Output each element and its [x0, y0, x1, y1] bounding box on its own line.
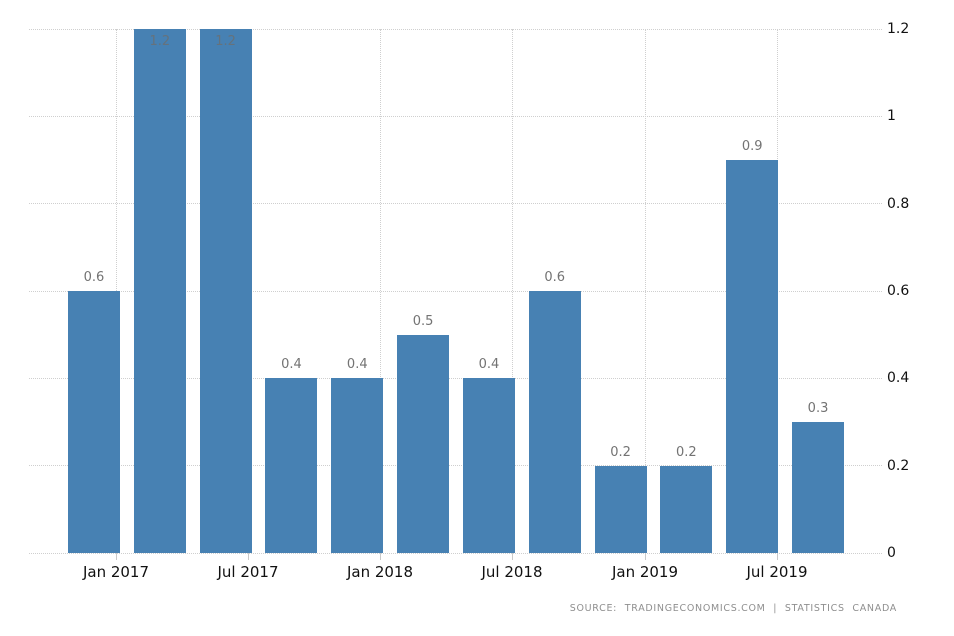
y-axis-label: 0.6: [887, 283, 910, 299]
bar-value-label: 0.9: [741, 139, 763, 154]
h-gridline: [29, 203, 882, 205]
x-axis-label: Jan 2018: [346, 563, 414, 581]
x-axis-label: Jul 2019: [746, 563, 808, 581]
v-gridline: [644, 29, 646, 553]
h-gridline: [29, 465, 882, 467]
bar: [462, 378, 515, 553]
h-gridline: [29, 377, 882, 379]
bar-value-label: 1.2: [149, 34, 171, 49]
bar: [331, 378, 384, 553]
bar-value-label: 0.5: [412, 313, 434, 329]
bar: [265, 378, 318, 553]
bar: [792, 422, 845, 553]
bar: [528, 291, 581, 553]
bar: [594, 465, 647, 553]
bar: [726, 160, 779, 553]
x-axis-label: Jan 2017: [82, 563, 150, 581]
bar: [133, 29, 186, 553]
x-tick-mark: [116, 553, 117, 560]
bar-value-label: 0.2: [676, 444, 697, 460]
bar-value-label: 0.3: [807, 401, 829, 416]
h-gridline: [29, 552, 882, 554]
bar-value-label: 0.4: [346, 357, 368, 373]
y-axis-label: 1.2: [887, 21, 910, 37]
y-axis-label: 0: [887, 545, 896, 561]
h-gridline: [29, 290, 882, 292]
v-gridline: [511, 29, 513, 553]
bar-value-label: 0.6: [544, 270, 566, 285]
h-gridline: [29, 115, 882, 117]
bar-value-label: 0.4: [281, 357, 302, 373]
h-gridline: [29, 28, 882, 30]
bar: [68, 291, 120, 553]
bar: [660, 465, 713, 553]
x-axis-label: Jul 2018: [481, 563, 543, 581]
v-gridline: [379, 29, 381, 553]
bar: [199, 29, 252, 553]
y-axis-label: 0.2: [887, 457, 910, 474]
x-tick-mark: [248, 553, 249, 560]
x-tick-mark: [777, 553, 778, 560]
y-axis-label: 1: [887, 108, 896, 125]
source-attribution: SOURCE: TRADINGECONOMICS.COM | STATISTIC…: [569, 603, 897, 614]
bar-value-label: 1.2: [215, 34, 236, 49]
y-axis-label: 0.4: [887, 370, 910, 387]
x-axis-label: Jan 2019: [611, 563, 679, 581]
x-tick-mark: [645, 553, 646, 560]
x-tick-mark: [380, 553, 381, 560]
y-axis-label: 0.8: [887, 195, 910, 212]
x-tick-mark: [512, 553, 513, 560]
bar-value-label: 0.6: [83, 270, 105, 285]
x-axis-label: Jul 2017: [217, 563, 279, 581]
bar-value-label: 0.4: [478, 357, 500, 373]
bar: [397, 334, 450, 553]
bar-value-label: 0.2: [610, 444, 631, 460]
